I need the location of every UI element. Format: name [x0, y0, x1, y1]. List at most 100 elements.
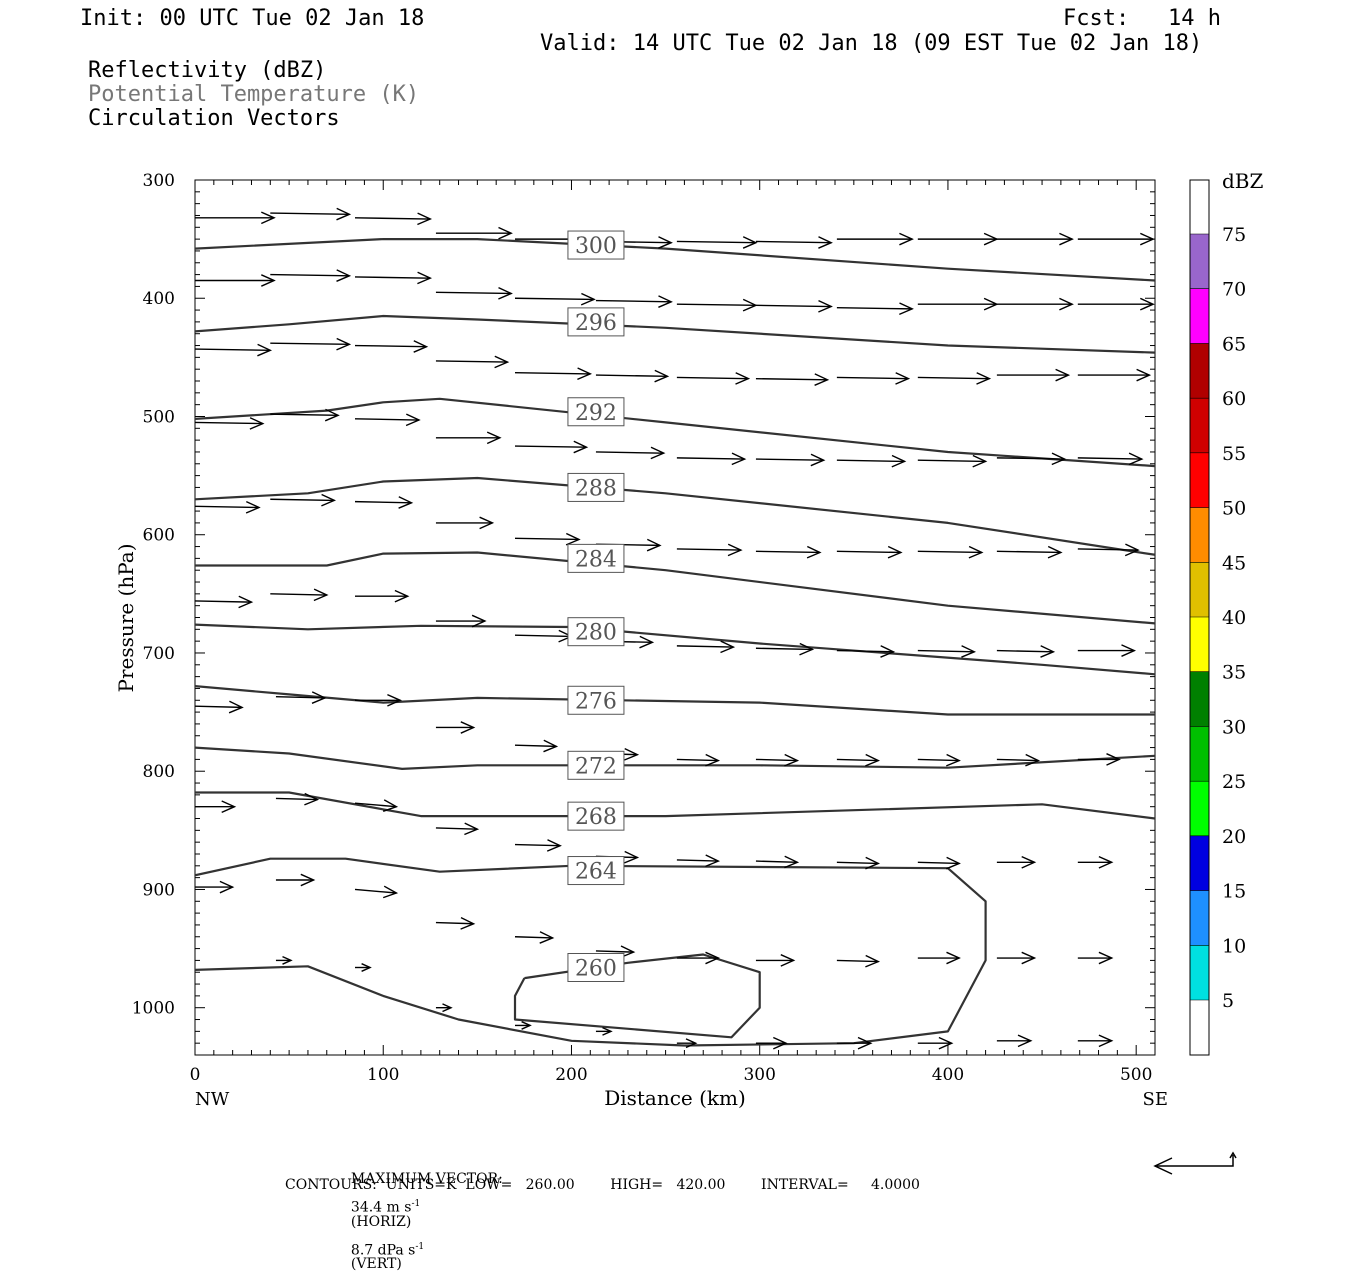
colorbar-bin: [1190, 1000, 1209, 1055]
isentrope-label-288: 288: [575, 476, 617, 501]
wind-vector: [676, 1038, 698, 1049]
circulation-vectors: [195, 207, 1155, 1050]
wind-vector: [996, 368, 1071, 382]
wind-vector: [514, 532, 581, 546]
isentrope-label-box: [567, 307, 625, 337]
x-tick-label: 0: [190, 1065, 201, 1085]
axis-ticks: [194, 179, 1156, 1056]
wind-vector: [270, 493, 337, 507]
wind-vector: [996, 951, 1037, 965]
wind-vector: [595, 945, 636, 959]
wind-vector: [354, 212, 433, 226]
wind-vector: [514, 739, 559, 753]
wind-vector: [195, 880, 235, 894]
colorbar-label: 75: [1222, 224, 1246, 246]
colorbar-label: 20: [1222, 826, 1246, 848]
wind-vector: [996, 545, 1063, 559]
horiz-tag: (HORIZ): [350, 1213, 412, 1230]
wind-vector: [595, 446, 666, 460]
isentrope-label-box: [567, 397, 625, 427]
wind-vector: [996, 1034, 1033, 1048]
wind-vector: [514, 440, 589, 454]
wind-vector: [917, 856, 961, 870]
colorbar-label: 70: [1222, 279, 1246, 301]
wind-vector: [435, 431, 502, 445]
y-tick-label: 900: [143, 880, 175, 900]
colorbar-bin: [1190, 398, 1209, 453]
wind-vector: [514, 931, 555, 944]
vert-tag: (VERT): [350, 1256, 402, 1272]
wind-vector: [270, 408, 340, 422]
isentrope-label-272: 272: [575, 754, 617, 779]
colorbar-bin: [1190, 507, 1209, 563]
wind-vector: [755, 642, 815, 656]
wind-vector: [1077, 644, 1137, 657]
wind-vector: [275, 792, 320, 806]
wind-vector: [755, 1036, 788, 1050]
isentrope-label-box: [567, 750, 625, 780]
wind-vector: [195, 595, 254, 609]
wind-vector: [676, 298, 758, 312]
wind-vector: [676, 543, 743, 557]
y-tick-label: 800: [143, 762, 175, 782]
isentrope-label-box: [567, 472, 625, 502]
wind-vector: [270, 337, 352, 351]
wind-vector: [195, 417, 265, 430]
colorbar-bin: [1190, 726, 1209, 782]
wind-vector: [836, 232, 914, 246]
colorbar-bin: [1190, 617, 1209, 672]
max-vector-label: MAXIMUM VECTOR:: [350, 1171, 503, 1187]
wind-vector: [354, 496, 414, 509]
x-tick-label: 400: [932, 1065, 964, 1085]
x-end-right-label: SE: [1143, 1089, 1168, 1110]
isentrope-284: [195, 551, 1155, 625]
y-tick-label: 600: [143, 526, 175, 546]
y-tick-label: 500: [143, 407, 175, 427]
wind-vector: [355, 589, 410, 603]
wind-vector: [755, 954, 796, 967]
wind-vector: [836, 302, 914, 316]
wind-vector: [836, 545, 903, 559]
wind-vector: [1077, 1034, 1114, 1048]
x-tick-label: 100: [367, 1065, 399, 1085]
colorbar-bin: [1190, 890, 1209, 946]
colorbar-label: 10: [1222, 935, 1246, 957]
wind-vector: [195, 211, 276, 225]
colorbar-bin: [1190, 288, 1209, 344]
colorbar-label: 40: [1222, 607, 1246, 629]
colorbar-bin: [1190, 180, 1209, 234]
wind-vector: [996, 645, 1056, 658]
x-axis-label: Distance (km): [604, 1086, 746, 1110]
x-tick-labels: 0 100 200 300 400 500: [190, 1065, 1153, 1085]
isentrope-label-box: [567, 617, 625, 647]
wind-vector: [996, 232, 1074, 246]
wind-vector: [435, 286, 513, 300]
wind-vector: [917, 645, 977, 658]
wind-vector: [755, 453, 826, 467]
isentrope-260: [513, 953, 761, 1039]
wind-vector: [755, 299, 833, 313]
wind-vector: [836, 372, 911, 385]
wind-vector: [917, 454, 988, 468]
isentrope-276: [195, 685, 1155, 716]
wind-vector: [270, 588, 329, 602]
reference-vector-icon: [1153, 1151, 1237, 1175]
isentrope-label-296: 296: [575, 311, 617, 336]
wind-vector: [755, 545, 822, 559]
wind-vector: [195, 800, 237, 814]
colorbar-bin: [1190, 562, 1209, 617]
y-tick-label: 700: [143, 644, 175, 664]
isentrope-288: [195, 476, 1155, 556]
wind-vector: [755, 373, 830, 386]
isentrope-296: [195, 314, 1155, 354]
colorbar-bin: [1190, 781, 1209, 836]
wind-vector: [435, 355, 510, 369]
colorbar-bin: [1190, 835, 1209, 891]
wind-vector: [435, 822, 480, 836]
wind-vector: [996, 452, 1067, 466]
field-reflectivity: Reflectivity (dBZ): [88, 58, 327, 83]
isentrope-272: [195, 746, 1155, 771]
colorbar-bin: [1190, 945, 1209, 1000]
wind-vector: [755, 236, 833, 249]
wind-vector: [996, 753, 1041, 767]
